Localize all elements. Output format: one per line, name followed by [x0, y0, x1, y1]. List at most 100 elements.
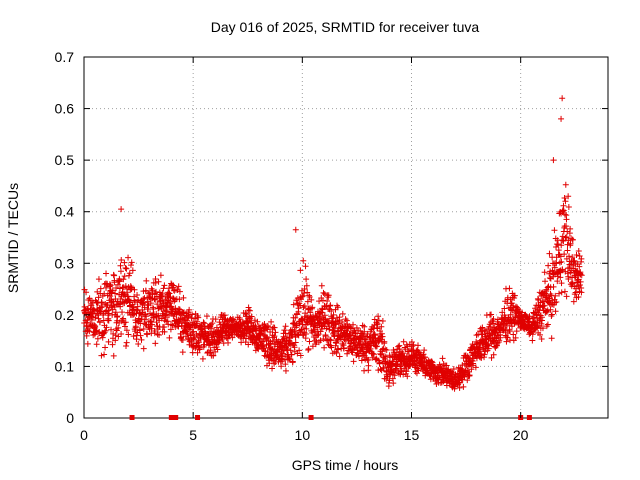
data-point	[106, 281, 113, 288]
y-tick-label: 0.6	[55, 101, 75, 117]
data-point	[123, 343, 130, 350]
data-point	[493, 342, 500, 349]
data-point	[137, 332, 144, 339]
data-point	[344, 350, 351, 357]
data-point	[151, 290, 158, 297]
data-point	[210, 352, 217, 359]
data-point	[560, 237, 567, 244]
x-tick-label: 10	[295, 427, 311, 443]
data-point	[548, 335, 555, 342]
data-point	[456, 384, 463, 391]
data-point	[161, 328, 168, 335]
data-point	[331, 333, 338, 340]
data-point	[358, 357, 365, 364]
data-point	[544, 307, 551, 314]
data-point	[269, 365, 276, 372]
data-point	[353, 324, 360, 331]
data-point	[261, 345, 268, 351]
data-point	[154, 331, 161, 338]
data-point	[327, 302, 334, 309]
data-point	[244, 318, 251, 325]
data-point	[109, 341, 116, 348]
data-point	[577, 282, 584, 289]
data-point	[140, 345, 147, 352]
data-point	[404, 348, 411, 355]
data-point	[95, 294, 102, 301]
data-point	[121, 259, 128, 266]
chart-title: Day 016 of 2025, SRMTID for receiver tuv…	[211, 19, 480, 35]
data-point	[375, 313, 382, 320]
data-point	[179, 337, 186, 344]
data-point	[190, 328, 197, 335]
data-point	[567, 225, 574, 232]
data-point	[166, 290, 173, 297]
data-point	[343, 328, 350, 335]
data-point	[264, 348, 271, 355]
data-point	[129, 301, 136, 308]
data-point	[304, 289, 311, 296]
data-point	[303, 325, 310, 332]
data-point	[303, 282, 310, 289]
data-point	[284, 345, 291, 352]
data-point	[83, 289, 90, 296]
data-point	[578, 272, 585, 279]
data-point	[120, 276, 127, 283]
y-axis-label: SRMTID / TECUs	[5, 183, 21, 293]
data-point	[91, 331, 98, 338]
data-point	[413, 355, 420, 362]
data-point	[150, 306, 157, 313]
data-point	[322, 333, 329, 340]
y-tick-label: 0.3	[55, 255, 75, 271]
data-point	[118, 256, 125, 263]
data-point	[361, 328, 368, 335]
data-point	[246, 307, 253, 314]
data-point	[230, 316, 237, 323]
data-point	[382, 353, 389, 360]
y-axis-ticks: 0 0.1 0.2 0.3 0.4 0.5 0.6 0.7	[55, 49, 608, 426]
data-point	[163, 308, 170, 315]
data-point	[571, 257, 578, 264]
data-point	[112, 309, 119, 316]
data-point	[271, 333, 278, 340]
data-point	[513, 328, 520, 335]
data-point	[117, 268, 124, 275]
data-point	[511, 292, 518, 299]
data-point	[309, 304, 316, 311]
data-point	[199, 355, 206, 362]
data-gap-marker	[173, 415, 179, 420]
data-point	[316, 298, 323, 305]
data-point	[375, 317, 382, 324]
data-point	[96, 319, 103, 326]
data-point	[400, 371, 407, 378]
data-point	[365, 356, 372, 363]
data-point	[466, 372, 473, 379]
data-point	[320, 289, 327, 296]
data-point	[567, 240, 574, 247]
data-point	[404, 373, 411, 380]
data-point	[328, 307, 335, 314]
data-point	[180, 294, 187, 301]
data-point	[166, 312, 173, 319]
data-point	[156, 331, 163, 338]
data-point	[379, 333, 386, 340]
data-point	[321, 312, 328, 319]
data-point	[135, 340, 142, 347]
data-point	[92, 314, 99, 321]
data-point	[136, 326, 143, 333]
data-point	[201, 320, 208, 327]
data-point	[152, 296, 159, 303]
data-point	[555, 247, 562, 254]
data-point	[365, 362, 372, 369]
data-point	[119, 309, 126, 316]
data-point	[381, 338, 388, 345]
x-tick-label: 15	[404, 427, 420, 443]
data-point	[321, 291, 328, 298]
data-point	[573, 252, 580, 259]
data-point	[300, 257, 307, 264]
data-point	[94, 288, 101, 295]
data-point	[279, 357, 286, 364]
data-point	[272, 329, 279, 336]
data-point	[159, 290, 166, 297]
data-point	[350, 321, 357, 328]
